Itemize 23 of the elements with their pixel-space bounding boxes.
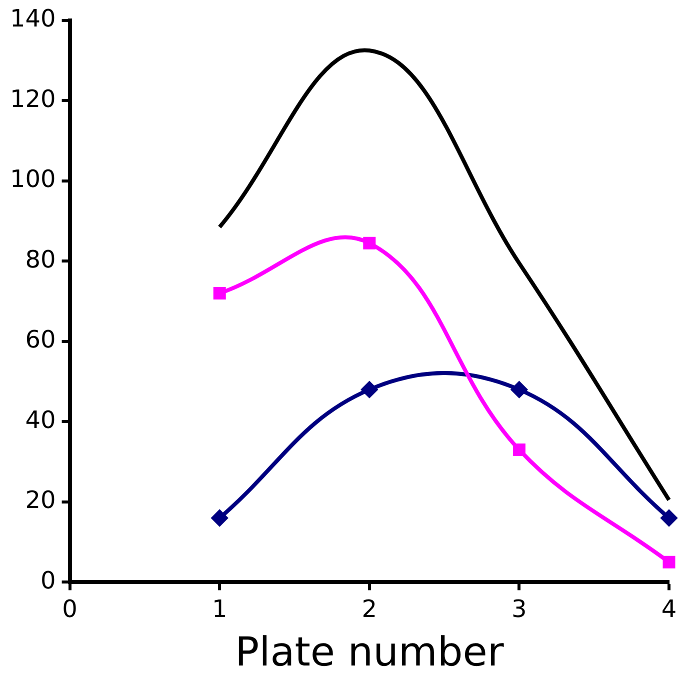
line-series bbox=[218, 48, 671, 502]
y-tick-label: 100 bbox=[10, 165, 56, 194]
x-tick-label: 3 bbox=[512, 594, 527, 623]
point bbox=[511, 382, 528, 398]
point bbox=[212, 510, 228, 526]
y-tick-label: 120 bbox=[10, 84, 56, 113]
point bbox=[662, 556, 676, 568]
y-tick-label: 140 bbox=[10, 4, 56, 33]
point bbox=[213, 287, 226, 300]
y-tick-label: 0 bbox=[40, 566, 56, 594]
x-tick-label: 2 bbox=[362, 594, 378, 623]
point bbox=[363, 236, 376, 250]
point bbox=[512, 444, 526, 456]
y-tick-label: 80 bbox=[25, 245, 56, 274]
point bbox=[361, 382, 378, 398]
y-tick-label: 40 bbox=[25, 406, 56, 434]
x-tick-label: 1 bbox=[212, 594, 228, 623]
x-tick-label: 4 bbox=[661, 594, 677, 623]
x-axis-title: Plate number bbox=[234, 629, 504, 676]
x-tick-label: 0 bbox=[62, 594, 78, 623]
y-tick-label: 60 bbox=[25, 326, 56, 354]
point bbox=[661, 510, 677, 526]
y-tick-label: 20 bbox=[25, 486, 56, 514]
